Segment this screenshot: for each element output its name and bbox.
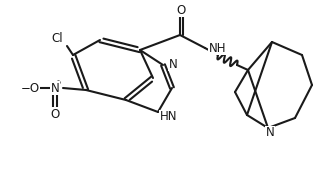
Text: N: N xyxy=(169,58,178,71)
Text: O: O xyxy=(51,108,60,121)
Text: HN: HN xyxy=(160,111,177,124)
Text: N: N xyxy=(266,127,274,140)
Text: −O: −O xyxy=(21,81,39,95)
Text: N: N xyxy=(51,81,59,95)
Text: O: O xyxy=(177,4,186,17)
Text: Cl: Cl xyxy=(51,32,63,45)
Text: NH: NH xyxy=(209,42,227,55)
